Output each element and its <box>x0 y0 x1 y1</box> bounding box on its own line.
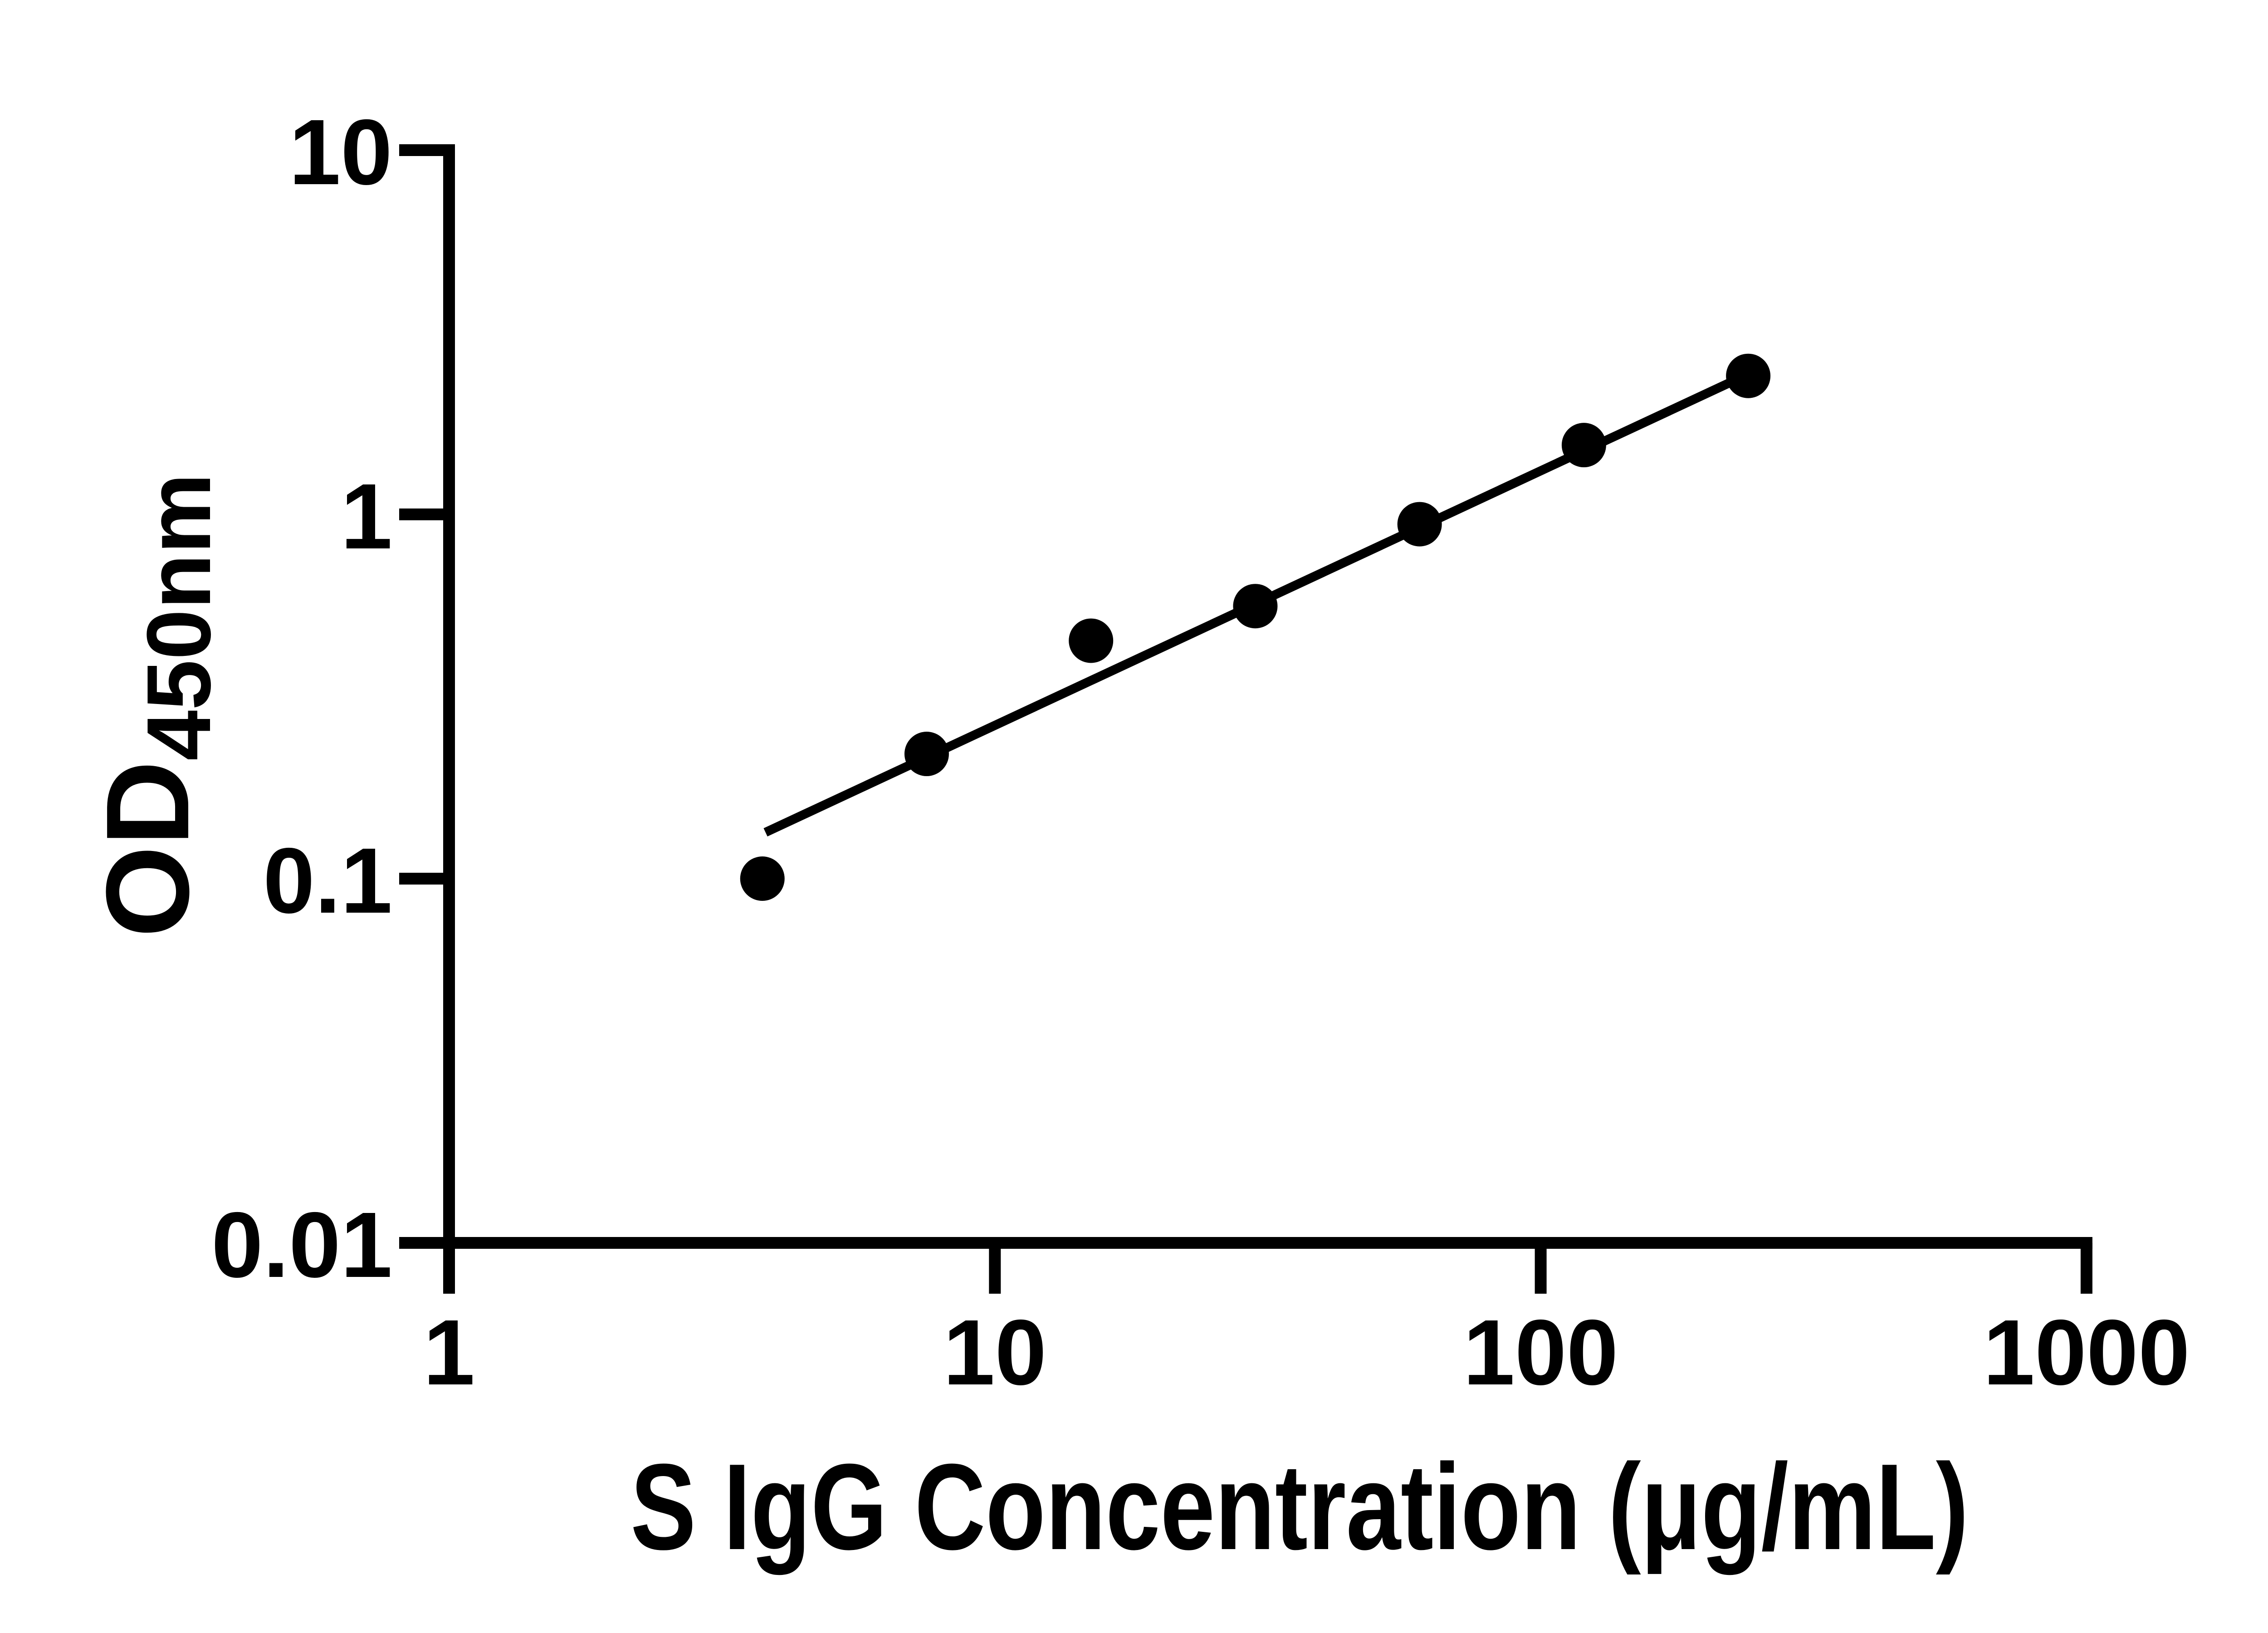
y-tick-label: 10 <box>289 100 392 204</box>
x-tick-label: 1 <box>423 1301 475 1404</box>
data-points-layer <box>740 353 1771 901</box>
x-tick-label: 1000 <box>1983 1301 2190 1404</box>
y-axis-title: OD450nm <box>82 473 230 938</box>
data-point <box>740 856 785 901</box>
data-point <box>1069 618 1114 663</box>
y-axis-title-main: OD <box>82 761 214 938</box>
y-tick-label: 0.1 <box>263 829 392 933</box>
x-tick-label: 10 <box>943 1301 1046 1404</box>
data-point <box>1726 353 1771 398</box>
x-axis-title: S IgG Concentration (μg/mL) <box>631 1439 1969 1576</box>
tick-labels-layer: 1 10 100 1000 0.01 0.1 1 10 <box>211 100 2190 1404</box>
y-tick-label: 0.01 <box>211 1193 392 1297</box>
y-axis-title-subscript: 450nm <box>128 473 230 761</box>
ticks-layer <box>399 144 2092 1294</box>
svg-text:OD450nm: OD450nm <box>82 473 230 938</box>
y-tick-label: 1 <box>341 464 392 568</box>
axes-layer <box>443 144 2092 1249</box>
data-point <box>1233 584 1278 629</box>
data-point <box>904 732 949 777</box>
data-point <box>1397 502 1442 547</box>
data-point <box>1561 423 1606 468</box>
x-tick-label: 100 <box>1463 1301 1618 1404</box>
